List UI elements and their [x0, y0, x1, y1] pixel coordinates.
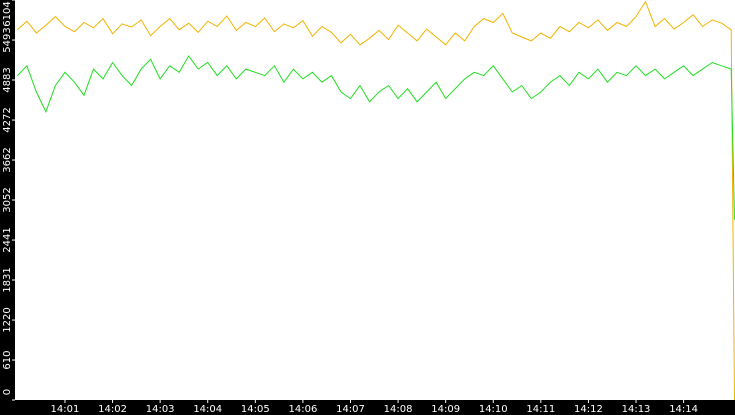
x-tick-label: 14:07: [336, 404, 365, 415]
y-tick-label: 5493: [2, 27, 13, 52]
y-tick-label: 3662: [2, 147, 13, 172]
y-tick-label: 2441: [2, 227, 13, 252]
x-tick-label: 14:05: [241, 404, 270, 415]
y-tick-label: 1831: [2, 267, 13, 292]
x-tick-label: 14:04: [193, 404, 222, 415]
x-tick-label: 14:03: [146, 404, 175, 415]
y-tick-label: 610: [2, 350, 13, 369]
y-tick-label: 0: [2, 389, 13, 395]
x-axis-strip: [0, 400, 735, 415]
x-tick-label: 14:09: [431, 404, 460, 415]
y-axis-strip: [0, 0, 15, 415]
y-tick-label: 6104: [2, 1, 13, 26]
x-tick-label: 14:06: [288, 404, 317, 415]
y-tick-label: 4272: [2, 107, 13, 132]
x-tick-label: 14:12: [574, 404, 603, 415]
x-tick-label: 14:10: [479, 404, 508, 415]
x-tick-label: 14:01: [51, 404, 80, 415]
x-tick-label: 14:08: [384, 404, 413, 415]
x-tick-label: 14:14: [669, 404, 698, 415]
x-tick-label: 14:02: [98, 404, 127, 415]
series-line: [17, 55, 735, 220]
series-line: [17, 0, 735, 401]
y-tick-label: 1220: [2, 307, 13, 332]
x-tick-label: 14:13: [622, 404, 651, 415]
x-tick-label: 14:11: [526, 404, 555, 415]
y-tick-label: 4883: [2, 67, 13, 92]
y-tick-label: 3052: [2, 187, 13, 212]
